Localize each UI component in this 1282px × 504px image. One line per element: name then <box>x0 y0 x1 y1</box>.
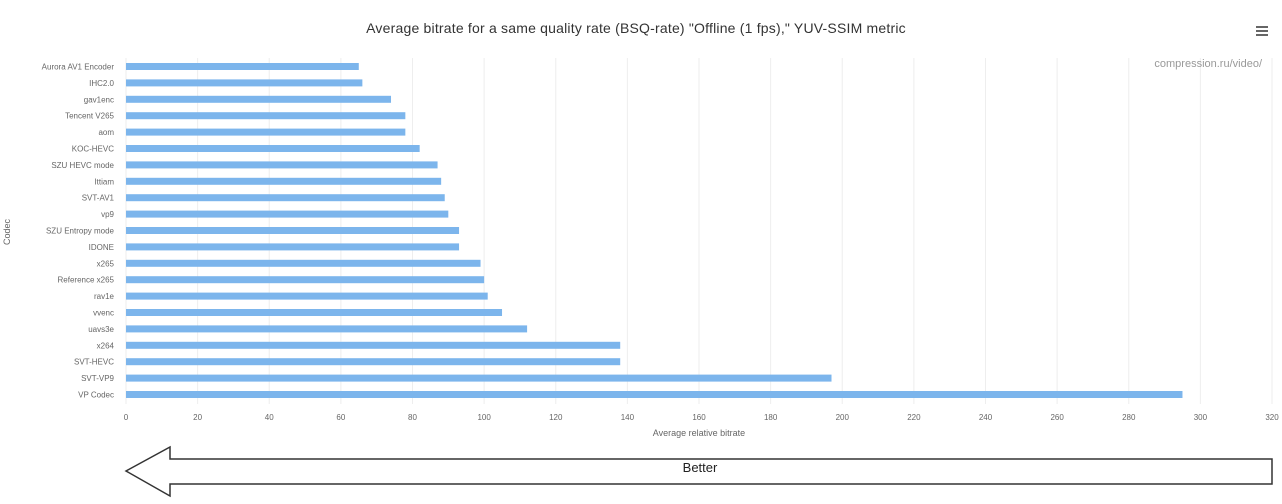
category-label: SVT-AV1 <box>82 194 115 203</box>
bar[interactable] <box>126 128 406 136</box>
bar[interactable] <box>126 292 488 300</box>
x-tick-label: 320 <box>1265 413 1279 422</box>
x-tick-label: 300 <box>1194 413 1208 422</box>
hamburger-menu-icon[interactable] <box>1255 24 1269 38</box>
category-label: Aurora AV1 Encoder <box>42 63 115 72</box>
bar[interactable] <box>126 145 420 152</box>
bar[interactable] <box>126 95 392 103</box>
credits-text: compression.ru/video/ <box>1154 58 1263 70</box>
chart-title: Average bitrate for a same quality rate … <box>366 20 906 36</box>
category-labels: Aurora AV1 Encoder IHC2.0 gav1enc Tencent V… <box>42 63 115 400</box>
x-tick-label: 220 <box>907 413 921 422</box>
bar[interactable] <box>126 358 621 366</box>
bar[interactable] <box>126 112 406 120</box>
bar[interactable] <box>126 210 449 218</box>
category-label: vvenc <box>93 309 114 318</box>
bar[interactable] <box>126 161 438 169</box>
x-tick-label: 200 <box>836 413 850 422</box>
category-label: x264 <box>97 341 115 350</box>
category-label: vp9 <box>101 210 114 219</box>
category-label: SZU HEVC mode <box>51 161 114 170</box>
category-label: SVT-VP9 <box>81 374 114 383</box>
bar[interactable] <box>126 341 621 349</box>
x-tick-label: 180 <box>764 413 778 422</box>
category-label: gav1enc <box>84 95 114 104</box>
category-label: x265 <box>97 259 115 268</box>
category-label: rav1e <box>94 292 115 301</box>
category-label: uavs3e <box>88 325 114 334</box>
category-label: VP Codec <box>78 391 114 400</box>
bar[interactable] <box>126 227 460 234</box>
x-tick-label: 60 <box>336 413 345 422</box>
bar[interactable] <box>126 391 1183 398</box>
y-axis-title: Codec <box>2 218 12 245</box>
x-tick-label: 140 <box>621 413 635 422</box>
category-label: aom <box>98 128 114 137</box>
bar[interactable] <box>126 259 481 267</box>
x-tick-label: 100 <box>477 413 491 422</box>
category-label: KOC-HEVC <box>72 145 114 154</box>
bar[interactable] <box>126 79 363 87</box>
better-label: Better <box>682 460 718 475</box>
category-label: Ittiam <box>94 177 114 186</box>
category-label: SZU Entropy mode <box>46 227 115 236</box>
x-tick-labels: 0 20 40 60 80 100 120 140 160 180 200 220 240 260 280 3… <box>124 413 1279 422</box>
x-tick-label: 80 <box>408 413 417 422</box>
bar[interactable] <box>126 309 503 316</box>
category-label: Reference x265 <box>58 276 115 285</box>
bar[interactable] <box>126 374 832 382</box>
x-tick-label: 20 <box>193 413 202 422</box>
bar[interactable] <box>126 177 442 185</box>
x-axis-title: Average relative bitrate <box>653 428 745 438</box>
category-label: Tencent V265 <box>65 112 114 121</box>
x-tick-label: 260 <box>1050 413 1064 422</box>
bars <box>126 63 1183 398</box>
bar[interactable] <box>126 194 445 202</box>
bar[interactable] <box>126 276 485 284</box>
x-tick-label: 40 <box>265 413 274 422</box>
x-tick-label: 280 <box>1122 413 1136 422</box>
x-tick-label: 240 <box>979 413 993 422</box>
bar[interactable] <box>126 243 460 251</box>
x-tick-label: 0 <box>124 413 129 422</box>
x-tick-label: 160 <box>692 413 706 422</box>
x-tick-label: 120 <box>549 413 563 422</box>
category-label: SVT-HEVC <box>74 358 114 367</box>
category-label: IDONE <box>89 243 114 252</box>
bar[interactable] <box>126 63 359 70</box>
category-label: IHC2.0 <box>89 79 114 88</box>
bar[interactable] <box>126 325 528 333</box>
